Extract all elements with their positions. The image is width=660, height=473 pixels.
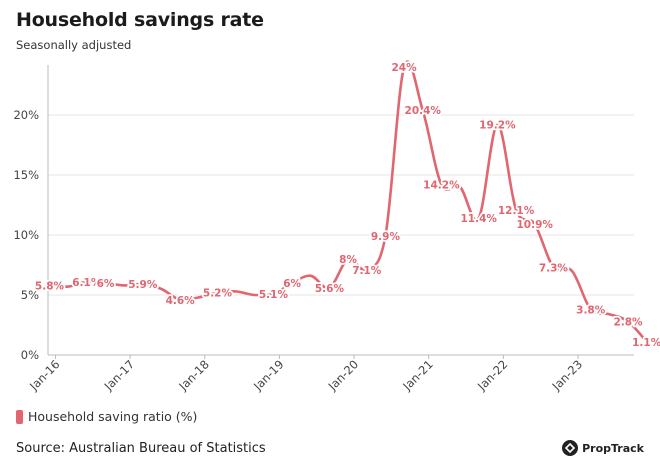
data-label: 24% xyxy=(392,62,418,74)
data-label: 7.1% xyxy=(352,265,382,277)
x-tick-label: Jan-16 xyxy=(26,357,62,393)
data-label: 5.6% xyxy=(315,283,345,295)
data-label: 6.1% xyxy=(72,277,102,289)
data-label-halo: 6.1% xyxy=(72,277,102,289)
y-tick-label: 20% xyxy=(13,108,39,122)
data-label-halo: 1.1% xyxy=(632,337,660,349)
data-label-halo: 20.4% xyxy=(405,105,442,117)
data-label-halo: 5.8% xyxy=(35,280,65,292)
data-label-halo: 7.1% xyxy=(352,265,382,277)
y-tick-label: 10% xyxy=(13,228,39,242)
data-label: 10.9% xyxy=(516,219,553,231)
data-label: 12.1% xyxy=(498,205,535,217)
data-label-halo: 9.9% xyxy=(371,231,401,243)
data-label: 6% xyxy=(97,278,115,290)
data-label-halo: 7.3% xyxy=(539,262,569,274)
data-label-halo: 3.8% xyxy=(576,304,606,316)
data-label-halo: 6% xyxy=(283,278,301,290)
data-label-halo: 5.1% xyxy=(259,289,289,301)
x-tick-label: Jan-22 xyxy=(474,357,510,393)
data-label-halo: 14.2% xyxy=(423,180,460,192)
data-labels: 5.8%5.8% 6.1%6.1%6%6% 5.9%5.9%4.6%4.6%5.2%… xyxy=(33,60,660,350)
series-line xyxy=(48,60,648,344)
data-label-halo: 10.9% xyxy=(516,219,553,231)
x-tick-label: Jan-21 xyxy=(399,357,435,393)
data-label: 4.6% xyxy=(166,295,196,307)
legend: Household saving ratio (%) xyxy=(16,409,197,424)
source-note: Source: Australian Bureau of Statistics xyxy=(16,441,266,456)
x-tick-label: Jan-18 xyxy=(175,357,211,393)
data-label: 6% xyxy=(283,278,301,290)
x-tick-label: Jan-20 xyxy=(325,357,361,393)
data-label: 5.8% xyxy=(35,280,65,292)
series-line-layer xyxy=(48,60,648,344)
data-label: 14.2% xyxy=(423,180,460,192)
data-label: 19.2% xyxy=(479,120,516,132)
data-label-halo: 2.8% xyxy=(613,316,643,328)
data-label-halo: 24% xyxy=(392,62,418,74)
grid-lines xyxy=(48,114,634,296)
data-label-halo: 19.2% xyxy=(479,120,516,132)
data-label-halo: 11.4% xyxy=(461,213,498,225)
data-label-halo: 5.9% xyxy=(128,279,158,291)
data-label-halo: 5.2% xyxy=(203,288,233,300)
brand-logo: PropTrack xyxy=(562,440,644,456)
data-label: 3.8% xyxy=(576,304,606,316)
data-label: 9.9% xyxy=(371,231,401,243)
data-label: 11.4% xyxy=(461,213,498,225)
x-tick-label: Jan-19 xyxy=(250,357,286,393)
data-label: 8% xyxy=(339,254,357,266)
data-label: 5.2% xyxy=(203,288,233,300)
data-label-halo: 4.6% xyxy=(166,295,196,307)
chart-title: Household savings rate xyxy=(16,9,264,31)
data-label: 1.1% xyxy=(632,337,660,349)
data-label-halo: 5.6% xyxy=(315,283,345,295)
legend-swatch xyxy=(16,409,23,424)
y-tick-label: 15% xyxy=(13,168,39,182)
data-label: 5.1% xyxy=(259,289,289,301)
data-label: 2.8% xyxy=(613,316,643,328)
data-label: 5.9% xyxy=(128,279,158,291)
data-label-halo: 8% xyxy=(339,254,357,266)
y-tick-label: 0% xyxy=(21,348,39,362)
data-label-halo: 6% xyxy=(97,278,115,290)
data-label: 20.4% xyxy=(405,105,442,117)
proptrack-icon xyxy=(562,440,579,456)
chart-subtitle: Seasonally adjusted xyxy=(16,38,132,52)
brand-name: PropTrack xyxy=(582,441,644,455)
y-tick-label: 5% xyxy=(21,288,39,302)
x-tick-label: Jan-23 xyxy=(549,357,585,393)
data-label: 7.3% xyxy=(539,262,569,274)
legend-label: Household saving ratio (%) xyxy=(28,409,198,424)
x-tick-label: Jan-17 xyxy=(101,357,137,393)
data-label-halo: 12.1% xyxy=(498,205,535,217)
